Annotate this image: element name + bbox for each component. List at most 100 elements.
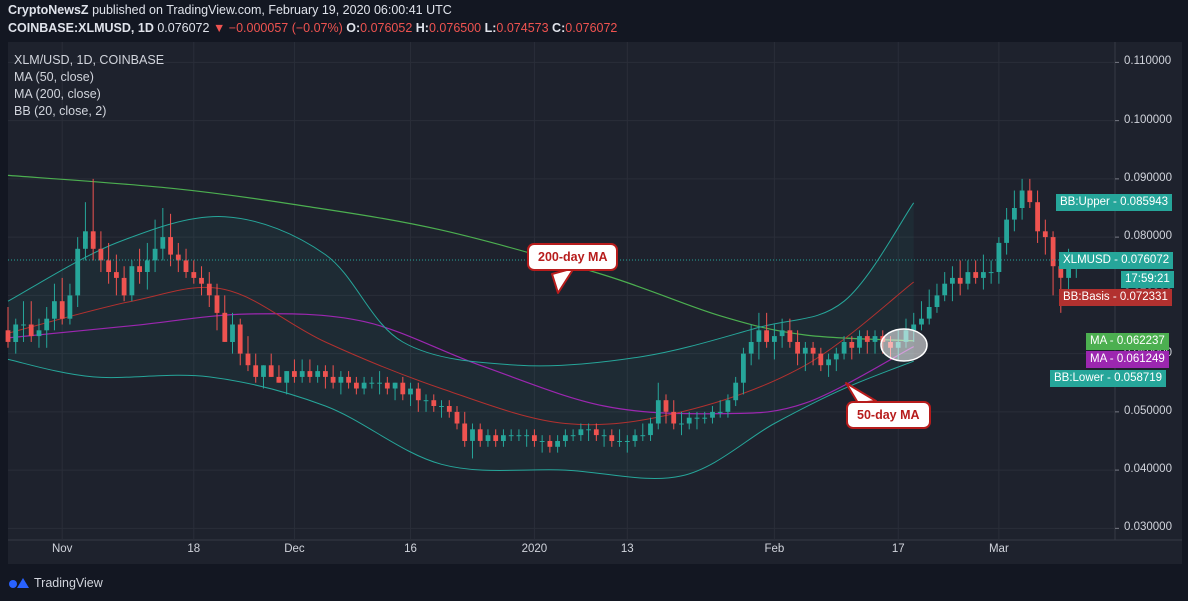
bb-band-fill [8, 202, 914, 479]
candle-body [485, 435, 491, 441]
candle-body [330, 376, 336, 383]
candle-body [942, 283, 948, 296]
candle-body [841, 342, 847, 354]
countdown-badge: 17:59:21 [1121, 271, 1174, 288]
x-tick-label: 17 [891, 543, 905, 555]
candle-body [315, 371, 321, 377]
candle-body [400, 382, 406, 395]
candle-body [919, 318, 924, 325]
candle-body [423, 400, 429, 402]
candle-body [121, 277, 127, 296]
x-tick-label: 13 [620, 543, 634, 555]
candle-body [384, 382, 390, 389]
candle-body [137, 266, 142, 272]
price-change: ▼ −0.000057 (−0.07%) [212, 21, 343, 35]
candle-body [663, 400, 669, 412]
series-line-bb-upper [7, 202, 915, 367]
tradingview-footer[interactable]: TradingView [8, 575, 103, 592]
candle-body [741, 353, 746, 383]
open-value: 0.076052 [360, 21, 413, 35]
candle-body [779, 330, 785, 337]
candle-body [1042, 231, 1048, 238]
candle-body [725, 400, 731, 412]
candle-body [617, 441, 622, 442]
candle-body [13, 324, 19, 342]
candle-body [787, 330, 793, 342]
candle-body [106, 260, 111, 272]
candle-body [640, 435, 646, 437]
candle-body [477, 429, 483, 441]
candle-body [1004, 219, 1009, 243]
candle-body [44, 318, 50, 331]
candle-body [563, 435, 568, 441]
candle-body [710, 411, 715, 418]
publisher-name[interactable]: CryptoNewsZ [8, 3, 89, 17]
candle-body [772, 336, 777, 342]
candle-body [826, 359, 831, 366]
candle-body [59, 301, 65, 319]
legend-bb[interactable]: BB (20, close, 2) [14, 104, 107, 118]
bb-upper-badge: BB:Upper - 0.085943 [1056, 194, 1173, 211]
low-value: 0.074573 [496, 21, 549, 35]
candle-body [934, 295, 940, 307]
candle-body [648, 423, 653, 436]
tradingview-brand: TradingView [34, 575, 103, 590]
candle-body [214, 295, 220, 313]
candle-body [183, 260, 189, 272]
candle-body [1012, 208, 1017, 220]
candle-body [21, 324, 26, 326]
candle-body [981, 272, 986, 278]
candle-body [361, 382, 367, 389]
candle-body [67, 295, 73, 319]
candle-body [245, 353, 251, 366]
candle-body [168, 237, 173, 255]
ma-crossover-highlight [880, 328, 928, 362]
legend-ma200[interactable]: MA (200, close) [14, 87, 101, 101]
candle-body [98, 248, 104, 261]
candle-body [748, 342, 754, 354]
candle-body [323, 371, 328, 377]
series-line-ma-200-close- [7, 174, 914, 342]
legend-ma50[interactable]: MA (50, close) [14, 70, 94, 84]
candle-body [872, 336, 878, 342]
candle-body [601, 435, 607, 437]
candle-body [671, 411, 677, 424]
candle-body [679, 423, 684, 425]
ma50-callout-pointer [845, 382, 877, 404]
ma50-badge: MA - 0.061249 [1086, 351, 1169, 368]
chart-panel[interactable] [8, 42, 1182, 564]
candle-body [733, 382, 739, 401]
x-tick-label: Mar [988, 543, 1009, 555]
y-tick-label: 0.110000 [1124, 55, 1172, 68]
candle-body [191, 272, 197, 278]
bb-lower-badge: BB:Lower - 0.058719 [1050, 370, 1167, 387]
candle-body [632, 435, 638, 441]
candle-body [1066, 260, 1071, 278]
candle-body [609, 435, 615, 441]
candle-body [524, 435, 530, 437]
candle-body [75, 248, 81, 296]
candle-body [516, 435, 522, 437]
candle-body [5, 330, 11, 342]
candle-body [532, 435, 537, 441]
candle-body [454, 411, 460, 424]
candle-body [756, 330, 762, 342]
candle-body [415, 388, 421, 401]
legend-title[interactable]: XLM/USD, 1D, COINBASE [14, 53, 165, 67]
candle-body [547, 441, 553, 447]
y-tick-label: 0.090000 [1124, 171, 1172, 184]
candle-body [686, 417, 692, 424]
candle-body [586, 429, 591, 431]
candle-body [833, 353, 839, 360]
candle-body [694, 417, 700, 419]
candle-body [950, 277, 955, 284]
high-value: 0.076500 [428, 21, 482, 35]
x-tick-label: Feb [764, 543, 785, 555]
candle-body [408, 388, 413, 395]
close-label: C: [552, 21, 566, 35]
series-line-bb-lower [7, 358, 914, 480]
candle-body [1035, 202, 1040, 232]
candle-body [849, 342, 855, 348]
candle-body [28, 324, 34, 337]
